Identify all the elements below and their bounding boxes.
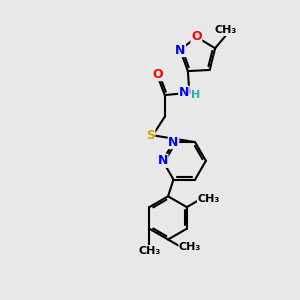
Text: CH₃: CH₃ [138,246,160,256]
Text: S: S [146,129,155,142]
Text: N: N [179,86,189,99]
Text: O: O [153,68,164,81]
Text: O: O [191,31,202,44]
Text: CH₃: CH₃ [179,242,201,252]
Text: CH₃: CH₃ [198,194,220,204]
Text: N: N [158,154,168,167]
Text: CH₃: CH₃ [214,26,237,35]
Text: H: H [191,90,201,100]
Text: N: N [168,136,179,148]
Text: N: N [175,44,185,57]
